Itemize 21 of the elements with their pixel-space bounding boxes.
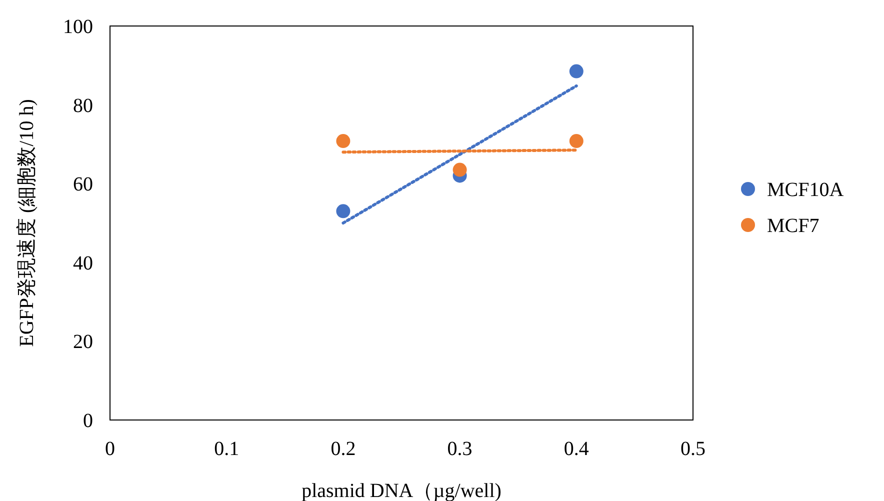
- legend-label: MCF10A: [767, 179, 844, 201]
- x-tick-label: 0.1: [214, 438, 240, 460]
- y-tick-label: 40: [73, 252, 93, 274]
- y-axis-title: EGFP発現速度 (細胞数/10 h): [16, 99, 38, 347]
- x-tick-label: 0.3: [447, 438, 472, 460]
- point: [569, 134, 584, 148]
- x-tick-label: 0.5: [680, 438, 706, 460]
- x-tick-label: 0.2: [330, 438, 356, 460]
- point: [569, 64, 584, 78]
- point: [336, 204, 350, 218]
- legend-label: MCF7: [767, 215, 820, 237]
- y-tick-label: 20: [73, 331, 93, 354]
- y-tick-label: 80: [73, 94, 93, 117]
- x-tick-label: 0: [105, 438, 115, 460]
- x-tick-label: 0.4: [564, 438, 589, 460]
- y-tick-label: 0: [83, 410, 93, 432]
- point: [452, 162, 467, 177]
- y-tick-label: 60: [73, 174, 93, 196]
- y-tick-label: 100: [63, 16, 93, 38]
- x-axis-title: plasmid DNA（µg/well): [302, 480, 502, 501]
- point: [336, 134, 350, 148]
